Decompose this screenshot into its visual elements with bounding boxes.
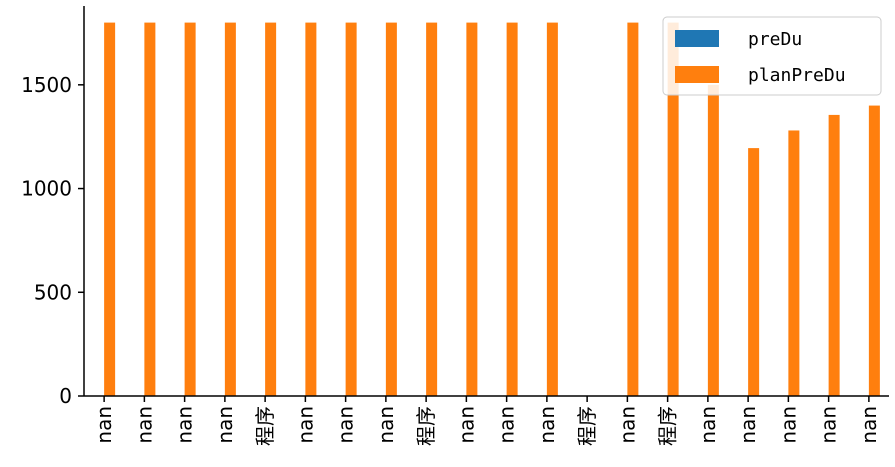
bar-planPreDu-7 [385, 22, 397, 397]
y-tick-label: 0 [59, 384, 72, 408]
x-tick-label: nan [334, 406, 358, 444]
bar-planPreDu-14 [667, 22, 679, 397]
x-tick-label: nan [817, 406, 841, 444]
bar-planPreDu-17 [788, 130, 800, 396]
bar-planPreDu-6 [345, 22, 357, 397]
bar-planPreDu-4 [265, 22, 277, 397]
bar-planPreDu-2 [184, 22, 196, 397]
bar-planPreDu-13 [627, 22, 639, 397]
bars-group [104, 22, 880, 397]
legend-swatch-planPreDu [675, 66, 719, 83]
x-tick-label: nan [293, 406, 317, 444]
x-tick-label: nan [776, 406, 800, 444]
y-tick-label: 500 [34, 280, 72, 304]
bar-planPreDu-18 [828, 114, 840, 396]
bar-planPreDu-8 [426, 22, 438, 397]
bar-planPreDu-15 [707, 84, 719, 397]
x-tick-label: nan [132, 406, 156, 444]
x-tick-label: nan [173, 406, 197, 444]
legend: preDu planPreDu [662, 16, 882, 96]
x-tick-label: nan [92, 406, 116, 444]
x-tick-label: nan [696, 406, 720, 444]
x-tick-label: nan [454, 406, 478, 444]
x-tick-label: 程序 [656, 406, 680, 446]
y-tick-label: 1000 [21, 177, 72, 201]
bar-planPreDu-0 [104, 22, 116, 397]
x-tick-label: nan [535, 406, 559, 444]
y-axis-ticks: 0 500 1000 1500 [21, 73, 84, 408]
y-tick-label: 1500 [21, 73, 72, 97]
x-axis-ticks: nan nan nan nan 程序 nan nan nan 程序 nan nan nan 程序 nan 程… [92, 396, 881, 446]
legend-swatch-preDu [675, 30, 719, 47]
bar-planPreDu-11 [546, 22, 558, 397]
legend-label-preDu: preDu [748, 29, 802, 50]
x-tick-label: nan [615, 406, 639, 444]
bar-planPreDu-9 [466, 22, 478, 397]
bar-planPreDu-16 [748, 148, 760, 396]
bar-planPreDu-3 [224, 22, 236, 397]
x-tick-label: nan [495, 406, 519, 444]
x-tick-label: 程序 [253, 406, 277, 446]
legend-label-planPreDu: planPreDu [748, 65, 846, 86]
bar-planPreDu-1 [144, 22, 156, 397]
bar-planPreDu-19 [868, 105, 880, 397]
x-tick-label: 程序 [414, 406, 438, 446]
bar-planPreDu-10 [506, 22, 518, 397]
x-tick-label: nan [736, 406, 760, 444]
x-tick-label: nan [213, 406, 237, 444]
bar-planPreDu-5 [305, 22, 317, 397]
x-tick-label: nan [857, 406, 881, 444]
x-tick-label: 程序 [575, 406, 599, 446]
x-tick-label: nan [374, 406, 398, 444]
